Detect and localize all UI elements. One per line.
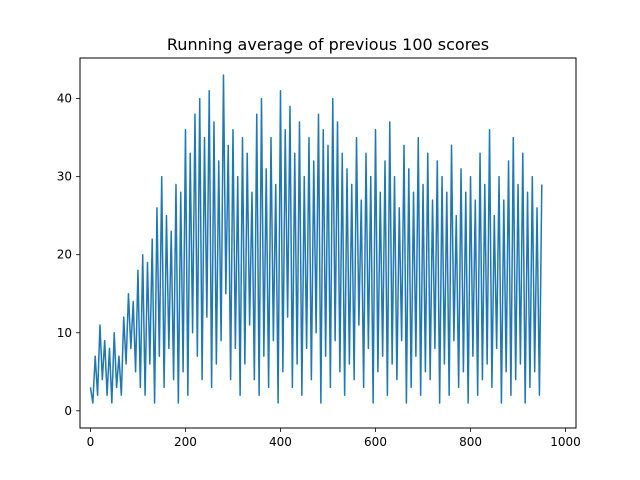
plot-frame (79, 57, 577, 429)
chart-title: Running average of previous 100 scores (167, 35, 489, 54)
y-tick-label: 30 (57, 170, 72, 184)
x-tick-label: 800 (459, 435, 482, 449)
y-tick-label: 40 (57, 92, 72, 106)
y-tick-label: 0 (64, 404, 72, 418)
series-line (89, 74, 543, 404)
x-tick-label: 200 (174, 435, 197, 449)
tick-layer: 0 200 400 600 800 1000 0 10 20 30 40 (57, 92, 581, 449)
y-tick-label: 20 (57, 248, 72, 262)
x-tick-label: 0 (87, 435, 95, 449)
data-layer (89, 74, 543, 404)
y-tick-label: 10 (57, 326, 72, 340)
x-tick-label: 600 (364, 435, 387, 449)
x-tick-label: 400 (269, 435, 292, 449)
x-tick-label: 1000 (550, 435, 581, 449)
